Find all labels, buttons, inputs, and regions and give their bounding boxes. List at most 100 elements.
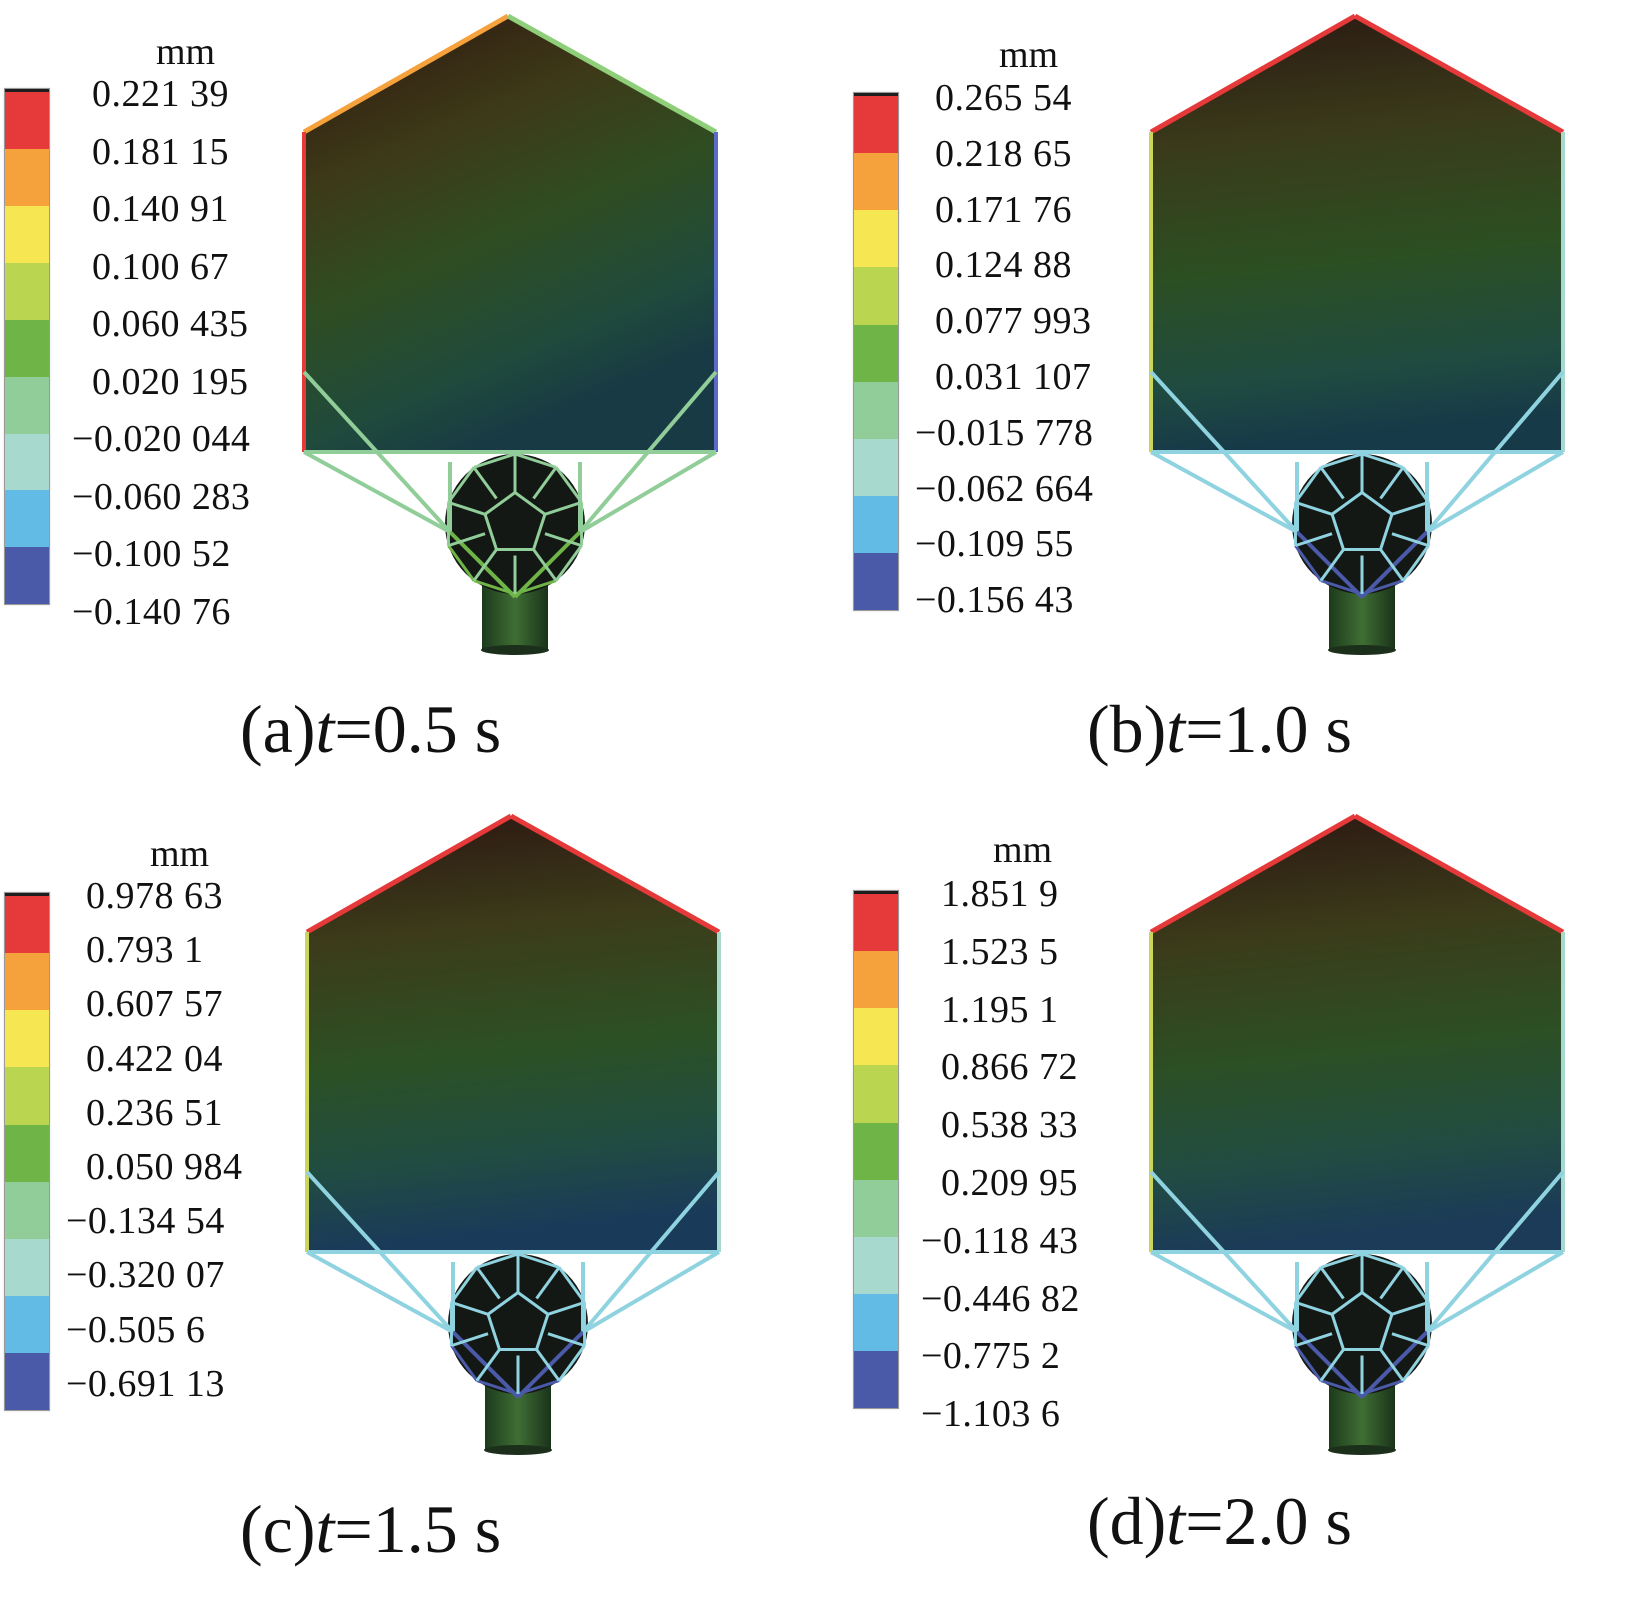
sphere-mesh-edge [447,532,486,548]
truss-member [1149,1170,1299,1334]
caption-value: =2.0 s [1185,1483,1353,1559]
sphere-mesh-edge [1320,1252,1363,1269]
legend-segment [5,376,49,434]
sphere-mesh-edge [544,532,583,548]
shell-edge-top-right [1353,813,1565,935]
panel-caption: (d)t=2.0 s [1087,1482,1352,1561]
sphere-mesh-edge [535,1266,561,1300]
legend-tick-label: 0.050 984 [86,1146,243,1188]
sphere-mesh-edge [1319,548,1345,582]
legend-segment [5,490,49,548]
sphere-mesh-edge [447,544,476,582]
sphere-mesh-edge [547,1300,586,1316]
legend-segment [854,553,898,611]
support-cylinder-base [481,645,549,655]
sphere-mesh-edge [1330,513,1345,550]
sphere-mesh-edge [447,500,486,516]
legend-color-bar [853,890,899,1410]
hexagonal-shell [304,16,716,452]
sphere-mesh-edge [1361,1252,1404,1269]
legend-segment [5,547,49,605]
sphere-mesh-edge [1391,500,1430,516]
sphere-mesh-edge [557,1266,586,1304]
legend-segment [5,1067,49,1125]
structure-model [302,13,718,655]
legend-segment [5,433,49,491]
support-cylinder-base [1328,1445,1396,1455]
panel-c: mm 0.978 63 0.793 1 0.607 57 0.422 04 0.236 5… [0,806,817,1612]
sphere-mesh-edge [473,579,516,596]
legend-segment [854,1179,898,1237]
sphere-mesh-edge [554,544,583,582]
shell-edge-top-left [305,813,513,935]
caption-variable: t [1166,1483,1186,1559]
sphere-mesh-edge [476,1379,519,1396]
legend-segment [854,1008,898,1066]
legend-unit-label: mm [999,34,1059,76]
sphere-mesh-edge [476,1252,519,1269]
legend-tick-label: −0.320 07 [66,1254,225,1297]
caption-variable: t [315,1491,335,1567]
sphere-mesh-edge [1401,544,1430,582]
truss-member [581,1170,721,1334]
structure-model [1149,13,1565,655]
truss-member [1425,1250,1565,1334]
legend-tick-label: 0.209 95 [941,1162,1078,1204]
caption-variable: t [1166,691,1186,767]
legend-tick-label: −0.109 55 [915,523,1074,566]
legend-segment [5,92,49,149]
sphere-mesh-edge [1294,1300,1333,1316]
legend-top-cap [854,891,898,894]
legend-tick-label: 0.124 88 [935,244,1072,287]
sphere-mesh-edge [1294,466,1323,504]
legend-tick-label: −0.118 43 [921,1219,1079,1262]
legend-segment [5,1181,49,1239]
sphere-mesh-edge [1294,1266,1323,1304]
sphere-mesh-edge [472,548,498,582]
legend-top-cap [5,89,49,92]
sphere-mesh-edge [554,466,583,504]
shell-edge-top-left [1149,813,1357,935]
legend-segment [854,96,898,154]
sphere-mesh-edge [1294,1332,1333,1348]
legend-segment [854,324,898,382]
legend-tick-label: 0.236 51 [86,1091,223,1134]
legend-segment [5,1295,49,1354]
caption-prefix: (a) [240,691,316,767]
sphere-mesh-edge [1294,544,1323,582]
legend-tick-label: 0.607 57 [86,983,223,1026]
panel-caption: (a)t=0.5 s [240,690,501,769]
truss-member [305,1170,455,1334]
legend-tick-label: 0.793 1 [86,929,204,972]
hexagonal-shell [1151,16,1563,452]
sphere-mesh-edge [484,491,516,516]
legend-segment [854,1122,898,1180]
legend-tick-label: −0.775 2 [921,1335,1061,1378]
legend-segment [854,951,898,1009]
caption-prefix: (c) [240,1491,316,1567]
legend-tick-label: 0.265 54 [935,77,1072,119]
sphere-core [1292,454,1432,594]
sphere-mesh-edge [532,548,558,582]
sphere-mesh-edge [514,491,546,516]
truss-member [303,450,451,534]
legend-tick-label: 0.020 195 [92,360,249,403]
sphere-mesh-edge [535,1313,550,1350]
sphere-mesh-edge [1331,491,1363,516]
legend-tick-label: 0.181 15 [92,130,229,173]
sphere-mesh-edge [1391,1332,1430,1348]
legend-segment [854,1351,898,1409]
legend-tick-label: −0.156 43 [915,579,1074,622]
legend-segment [5,148,49,206]
legend-tick-label: −0.134 54 [66,1200,225,1243]
sphere-mesh-edge [514,452,557,469]
sphere-mesh-edge [1294,532,1333,548]
sphere-mesh-edge [1391,1300,1430,1316]
sphere-mesh-edge [1294,500,1333,516]
legend-segment [5,1010,49,1068]
legend-unit-label: mm [993,829,1053,871]
sphere-mesh-edge [1361,579,1404,596]
legend-unit-label: mm [150,833,210,875]
truss-member [1150,1250,1298,1334]
sphere-mesh-edge [557,1344,586,1382]
